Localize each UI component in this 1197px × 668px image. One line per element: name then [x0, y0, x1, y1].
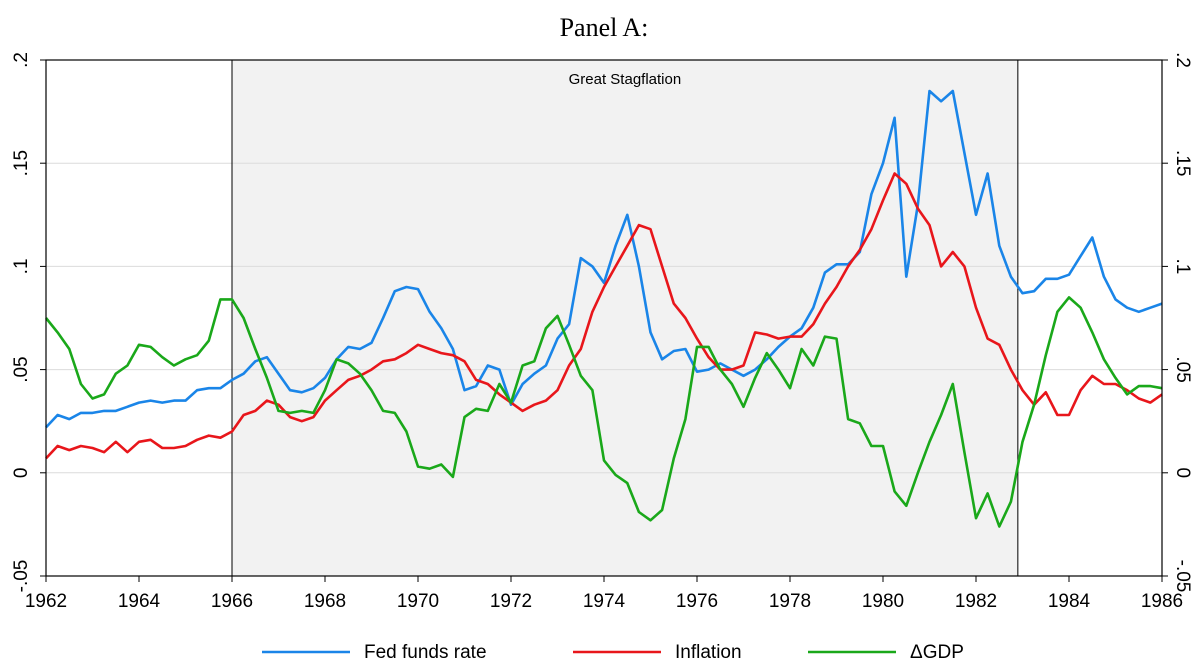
y-tick-label: .1 [11, 258, 32, 274]
x-tick-label: 1962 [25, 591, 67, 612]
series-line [45, 89, 1163, 429]
x-tick-label: 1986 [1141, 591, 1183, 612]
y-tick-label: 0 [11, 468, 32, 479]
y-tick-label: .15 [11, 150, 32, 176]
x-tick-label: 1970 [397, 591, 439, 612]
x-tick-label: 1964 [118, 591, 161, 612]
x-tick-label: 1968 [304, 591, 346, 612]
legend-label: Inflation [675, 642, 742, 663]
y2-tick-label: .15 [1172, 150, 1193, 176]
y2-tick-label: -.05 [1172, 560, 1193, 593]
x-tick-label: 1980 [862, 591, 904, 612]
y2-tick-label: .1 [1172, 258, 1193, 274]
y-tick-label: -.05 [11, 560, 32, 593]
y2-tick-label: .2 [1172, 52, 1193, 68]
x-tick-label: 1978 [769, 591, 811, 612]
legend-label: ΔGDP [910, 642, 964, 663]
x-tick-label: 1974 [583, 591, 626, 612]
x-tick-label: 1966 [211, 591, 253, 612]
x-tick-label: 1982 [955, 591, 997, 612]
x-tick-label: 1984 [1048, 591, 1091, 612]
y2-tick-label: 0 [1172, 468, 1193, 479]
legend-label: Fed funds rate [364, 642, 487, 663]
x-tick-label: 1972 [490, 591, 532, 612]
y-tick-label: .2 [11, 52, 32, 68]
series-line [45, 172, 1163, 460]
y-tick-label: .05 [11, 356, 32, 382]
x-tick-label: 1976 [676, 591, 718, 612]
annotation-label: Great Stagflation [569, 71, 682, 88]
chart-title: Panel A: [560, 13, 649, 42]
y2-tick-label: .05 [1172, 356, 1193, 382]
series-line [44, 296, 1163, 528]
plot-frame [45, 59, 1163, 577]
